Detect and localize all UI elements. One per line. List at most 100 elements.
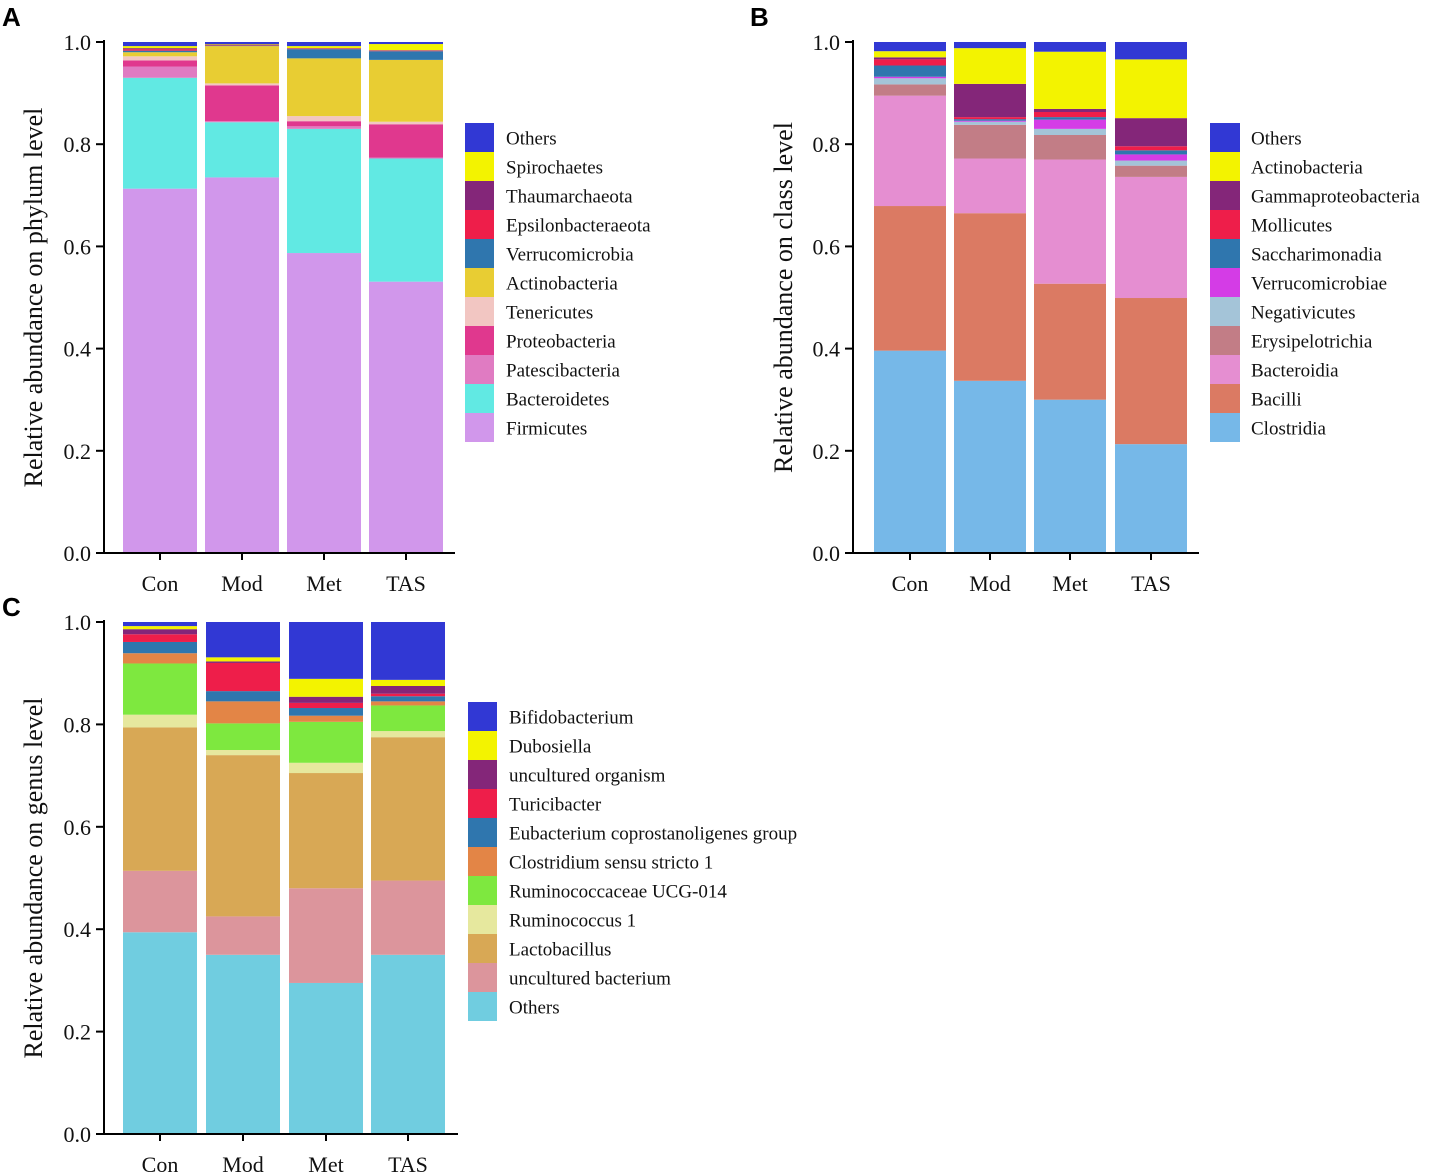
bar-segment-con: Con – Patescibacteria: 0.022: [123, 66, 197, 78]
y-tick-label: 0.4: [64, 917, 92, 942]
bar-segment-mod: Mod – Clostridia: 0.337: [954, 380, 1026, 553]
legend-swatch: [1210, 152, 1240, 181]
bar-segment-con: Con – Verrucomicrobia: 0.003: [123, 50, 197, 53]
bar-segment-con: Con – Epsilonbacteraeota: 0.003: [123, 49, 197, 51]
legend-label: Mollicutes: [1251, 216, 1332, 237]
y-tick-label: 0.0: [813, 541, 841, 566]
bar-segment-tas: TAS – Thaumarchaeota: 0.001: [369, 50, 443, 51]
legend-label: Epsilonbacteraeota: [506, 216, 651, 237]
bar-segment-con: Con – Others: 0.008: [123, 42, 197, 47]
bar-segment-met: Met – Turicibacter: 0.01: [289, 702, 363, 709]
legend-label: Others: [1251, 129, 1302, 150]
legend-label: Erysipelotrichia: [1251, 332, 1373, 353]
bar-segment-mod: Mod – Erysipelotrichia: 0.066: [954, 124, 1026, 159]
bar-segment-mod: Mod – Gammaproteobacteria: 0.065: [954, 83, 1026, 118]
bar-segment-tas: TAS – Epsilonbacteraeota: 0.001: [369, 50, 443, 52]
bar-segment-met: Met – Firmicutes: 0.587: [287, 253, 361, 553]
bar-segment-con: Con – Mollicutes: 0.012: [874, 59, 946, 66]
legend-swatch: [465, 413, 494, 442]
legend-label: Saccharimonadia: [1251, 245, 1382, 266]
bar-segment-con: Con – Bacteroidia: 0.216: [874, 95, 946, 207]
legend-label: Negativicutes: [1251, 303, 1355, 324]
bar-segment-met: Met – Bacteroidetes: 0.243: [287, 128, 361, 254]
bar-segment-tas: TAS – Mollicutes: 0.008: [1115, 146, 1187, 151]
bar-segment-mod: Mod – uncultured bacterium: 0.075: [206, 916, 280, 955]
legend-swatch: [1210, 123, 1240, 152]
bar-segment-mod: Mod – Saccharimonadia: 0.003: [954, 119, 1026, 121]
bar-segment-con: Con – Ruminococcaceae UCG-014: 0.1: [123, 663, 197, 715]
bar-segment-met: Met – Actinobacteria: 0.113: [287, 58, 361, 117]
legend-swatch: [468, 992, 497, 1021]
legend: Others Actinobacteria Gammaproteobacteria M…: [1210, 123, 1420, 442]
bar-segment-con: Con – Proteobacteria: 0.012: [123, 60, 197, 67]
bar-segment-met: Met – Mollicutes: 0.01: [1034, 112, 1106, 118]
bar-segment-mod: Mod – Turicibacter: 0.055: [206, 662, 280, 692]
bar-segment-mod: Mod – Negativicutes: 0.006: [954, 121, 1026, 125]
bar-segment-met: Met – Proteobacteria: 0.01: [287, 121, 361, 127]
legend-label: Clostridium sensu stricto 1: [509, 853, 713, 874]
legend-label: Ruminococcaceae UCG-014: [509, 882, 727, 903]
bar-segment-mod: Mod – Bacteroidetes: 0.108: [205, 122, 279, 178]
legend-swatch: [465, 297, 494, 326]
bar-segment-con: Con – Negativicutes: 0.012: [874, 78, 946, 85]
legend-label: uncultured organism: [509, 766, 666, 787]
legend-swatch: [1210, 210, 1240, 239]
bar-segment-con: Con – Dubosiella: 0.006: [123, 626, 197, 630]
bar-segment-con: Con – Saccharimonadia: 0.022: [874, 65, 946, 77]
bar-segment-tas: TAS – Eubacterium coprostanoligenes grou…: [371, 696, 445, 702]
bar-segment-tas: TAS – Bacteroidia: 0.237: [1115, 176, 1187, 299]
bar-segment-mod: Mod – Firmicutes: 0.735: [205, 177, 279, 554]
legend-label: Bacteroidia: [1251, 361, 1339, 382]
bar-segment-met: Met – Patescibacteria: 0.005: [287, 126, 361, 129]
bar-segment-met: Met – Clostridia: 0.3: [1034, 399, 1106, 553]
bar-segment-mod: Mod – Tenericutes: 0.004: [205, 83, 279, 86]
legend-label: uncultured bacterium: [509, 969, 671, 990]
bar-segment-con: Con – Eubacterium coprostanoligenes grou…: [123, 641, 197, 654]
y-tick-label: 0.4: [813, 337, 841, 362]
legend-swatch: [1210, 326, 1240, 355]
bar-segment-tas: TAS – Actinobacteria: 0.121: [369, 59, 443, 122]
legend-swatch: [1210, 239, 1240, 268]
legend-label: Spirochaetes: [506, 158, 603, 179]
panel-c: C Con – Others: 0.394Con – uncultured bac…: [2, 592, 797, 1176]
panel-letter: A: [2, 2, 21, 32]
bar-segment-met: Met – Ruminococcus 1: 0.02: [289, 762, 363, 774]
legend-label: Verrucomicrobia: [506, 245, 634, 266]
bar-segment-met: Met – Clostridium sensu stricto 1: 0.012: [289, 715, 363, 722]
legend-swatch: [465, 326, 494, 355]
legend: Bifidobacterium Dubosiella uncultured orga…: [468, 702, 797, 1021]
legend-swatch: [465, 355, 494, 384]
x-tick-label: Met: [1052, 571, 1087, 596]
legend-swatch: [1210, 181, 1240, 210]
bar-segment-con: Con – Firmicutes: 0.713: [123, 188, 197, 554]
bar-segment-tas: TAS – Ruminococcaceae UCG-014: 0.05: [371, 705, 445, 732]
y-tick-label: 1.0: [64, 610, 92, 635]
panel-a: A Con – Firmicutes: 0.713Con – Bacteroide…: [2, 2, 651, 596]
y-tick-label: 0.2: [64, 439, 92, 464]
bar-segment-met: Met – Thaumarchaeota: 0.001: [287, 48, 361, 49]
bar-segment-con: Con – Clostridium sensu stricto 1: 0.02: [123, 653, 197, 664]
legend-label: Others: [509, 998, 560, 1019]
legend-swatch: [465, 384, 494, 413]
bar-segment-tas: TAS – Firmicutes: 0.531: [369, 281, 443, 553]
bar-segment-met: Met – Others: 0.295: [289, 982, 363, 1134]
bar-segment-tas: TAS – Negativicutes: 0.01: [1115, 160, 1187, 166]
y-tick-label: 0.0: [64, 1122, 92, 1147]
bar-segment-mod: Mod – Actinobacteria: 0.07: [954, 48, 1026, 84]
bar-segment-mod: Mod – Proteobacteria: 0.07: [205, 85, 279, 122]
legend-label: Bacteroidetes: [506, 390, 609, 411]
bar-segment-met: Met – uncultured organism: 0.012: [289, 696, 363, 703]
bar-segment-met: Met – Negativicutes: 0.012: [1034, 128, 1106, 136]
bar-segment-con: Con – Bacteroidetes: 0.217: [123, 77, 197, 189]
legend-swatch: [465, 181, 494, 210]
bar-segment-mod: Mod – Dubosiella: 0.008: [206, 657, 280, 662]
legend-swatch: [468, 934, 497, 963]
y-tick-label: 0.2: [64, 1020, 92, 1045]
bar-segment-con: Con – Spirochaetes: 0.004: [123, 46, 197, 49]
bar-segment-con: Con – Others: 0.018: [874, 42, 946, 52]
bar-segment-tas: TAS – Erysipelotrichia: 0.022: [1115, 165, 1187, 177]
bar-segment-mod: Mod – Clostridium sensu stricto 1: 0.043: [206, 701, 280, 724]
bar-segment-mod: Mod – uncultured organism: 0.003: [206, 661, 280, 663]
bar-segment-con: Con – Actinobacteria: 0.012: [874, 51, 946, 58]
legend-swatch: [465, 210, 494, 239]
